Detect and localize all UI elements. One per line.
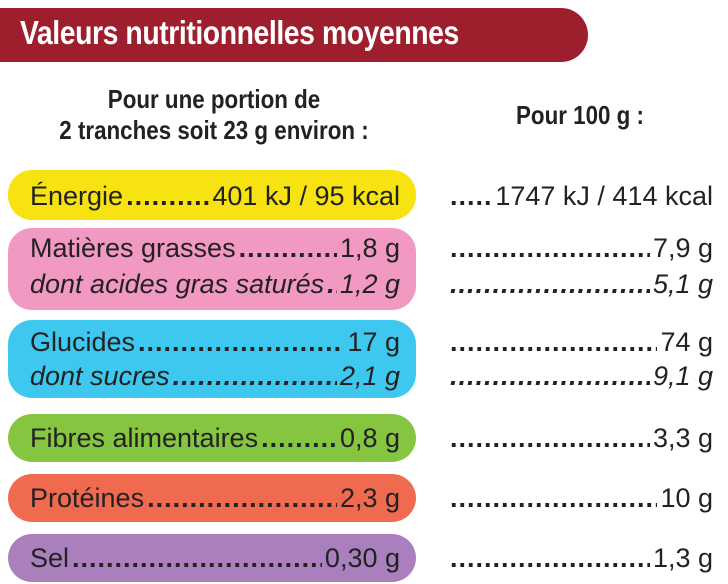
leader-dots [72, 542, 322, 574]
row-value-per100: 1747 kJ / 414 kcal [495, 181, 713, 211]
row-value-portion: 17 g [347, 327, 400, 357]
row-value-per100: 9,1 g [652, 361, 713, 391]
row-label: dont sucres [30, 361, 170, 391]
row-energie-portion: Énergie 401 kJ / 95 kcal [30, 180, 400, 212]
row-fibres-portion: Fibres alimentaires 0,8 g [30, 422, 400, 454]
row-matieres-grasses-per100: 7,9 g [447, 232, 713, 264]
row-label: Matières grasses [30, 233, 236, 263]
row-glucides-per100: 74 g [447, 326, 713, 358]
leader-dots [261, 422, 337, 454]
row-label: Fibres alimentaires [30, 423, 259, 453]
leader-dots [327, 268, 337, 300]
row-sucres-per100: 9,1 g [447, 360, 713, 392]
row-value-portion: 1,8 g [339, 233, 400, 263]
row-fibres-per100: 3,3 g [447, 422, 713, 454]
row-matieres-grasses-portion: Matières grasses 1,8 g [30, 232, 400, 264]
pill-fibres [8, 414, 416, 462]
column-header-portion: Pour une portion de 2 tranches soit 23 g… [28, 84, 400, 146]
pill-energie [8, 170, 416, 220]
leader-dots [450, 232, 650, 264]
row-label: Sel [30, 543, 70, 573]
leader-dots [450, 268, 650, 300]
leader-dots [450, 180, 490, 212]
row-value-per100: 3,3 g [652, 423, 713, 453]
row-value-portion: 0,30 g [324, 543, 400, 573]
column-header-per100: Pour 100 g : [515, 100, 644, 130]
row-value-portion: 2,3 g [339, 483, 400, 513]
leader-dots [450, 542, 650, 574]
row-value-portion: 1,2 g [339, 269, 400, 299]
row-value-per100: 1,3 g [652, 543, 713, 573]
leader-dots [126, 180, 209, 212]
title-banner: Valeurs nutritionnelles moyennes [0, 8, 588, 62]
row-acides-gras-satures-per100: 5,1 g [447, 268, 713, 300]
row-label: Protéines [30, 483, 145, 513]
row-value-per100: 74 g [660, 327, 713, 357]
row-proteines-portion: Protéines 2,3 g [30, 482, 400, 514]
row-sucres-portion: dont sucres 2,1 g [30, 360, 400, 392]
row-value-per100: 7,9 g [652, 233, 713, 263]
leader-dots [239, 232, 337, 264]
leader-dots [450, 482, 657, 514]
row-sel-per100: 1,3 g [447, 542, 713, 574]
row-glucides-portion: Glucides 17 g [30, 326, 400, 358]
leader-dots [147, 482, 337, 514]
row-value-per100: 5,1 g [652, 269, 713, 299]
row-label: Énergie [30, 181, 124, 211]
row-value-portion: 0,8 g [339, 423, 400, 453]
leader-dots [450, 360, 650, 392]
row-label: Glucides [30, 327, 136, 357]
leader-dots [450, 422, 650, 454]
row-value-portion: 2,1 g [339, 361, 400, 391]
row-label: dont acides gras saturés [30, 269, 325, 299]
row-energie-per100: 1747 kJ / 414 kcal [447, 180, 713, 212]
leader-dots [450, 326, 657, 358]
page-title: Valeurs nutritionnelles moyennes [20, 14, 459, 51]
row-value-portion: 401 kJ / 95 kcal [212, 181, 400, 211]
column-header-portion-line2: 2 tranches soit 23 g environ : [59, 115, 369, 145]
row-sel-portion: Sel 0,30 g [30, 542, 400, 574]
column-header-portion-line1: Pour une portion de [107, 84, 321, 114]
leader-dots [138, 326, 344, 358]
pill-matieres-grasses [8, 228, 416, 310]
row-value-per100: 10 g [660, 483, 713, 513]
leader-dots [173, 360, 337, 392]
row-proteines-per100: 10 g [447, 482, 713, 514]
row-acides-gras-satures-portion: dont acides gras saturés 1,2 g [30, 268, 400, 300]
